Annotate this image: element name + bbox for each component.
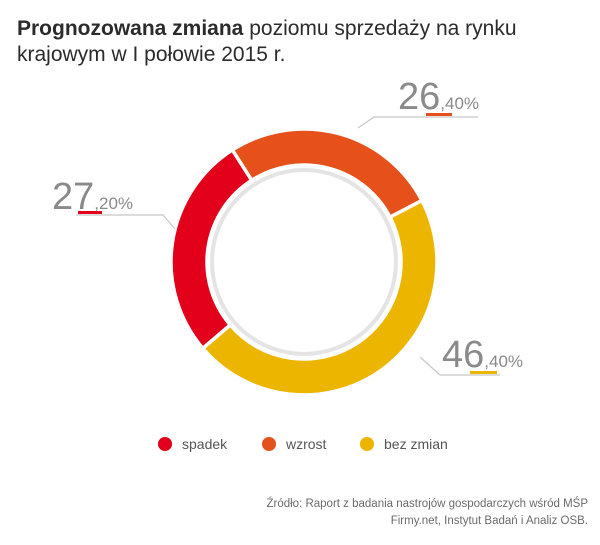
legend: spadek wzrost bez zmian	[0, 436, 600, 456]
value-int-bez-zmian: 46	[442, 334, 484, 376]
legend-label-wzrost: wzrost	[286, 436, 327, 452]
chart-title: Prognozowana zmiana poziomu sprzedaży na…	[17, 16, 537, 68]
value-label-wzrost: 26,40%	[398, 76, 479, 118]
source-line-2: Firmy.net, Instytut Badań i Analiz OSB.	[390, 515, 588, 527]
value-dec-bez-zmian: ,40%	[484, 352, 523, 371]
underline-bez-zmian	[470, 371, 497, 374]
legend-item-bez-zmian: bez zmian	[360, 436, 448, 452]
donut-inner-ring	[210, 168, 398, 356]
legend-dot-spadek	[158, 437, 172, 451]
legend-dot-wzrost	[262, 437, 276, 451]
underline-spadek	[78, 211, 102, 214]
underline-wzrost	[426, 113, 452, 116]
value-int-wzrost: 26	[398, 76, 440, 118]
value-label-bez-zmian: 46,40%	[442, 334, 523, 376]
leader-line-spadek	[76, 214, 176, 230]
donut-chart: 27,20% 26,40% 46,40%	[52, 76, 523, 397]
legend-label-spadek: spadek	[182, 436, 228, 452]
donut-slice-bez-zmian	[200, 198, 439, 397]
source-note: Źródło: Raport z badania nastrojów gospo…	[266, 496, 588, 530]
legend-item-wzrost: wzrost	[262, 436, 326, 452]
value-int-spadek: 27	[52, 176, 94, 218]
legend-label-bez-zmian: bez zmian	[384, 436, 448, 452]
chart-title-rest: poziomu sprzedaży na rynku krajowym w I …	[17, 17, 517, 66]
value-label-spadek: 27,20%	[52, 176, 133, 218]
legend-item-spadek: spadek	[158, 436, 227, 452]
value-dec-wzrost: ,40%	[440, 94, 479, 113]
leader-line-wzrost	[357, 116, 478, 129]
leader-line-bez-zmian	[419, 356, 500, 376]
chart-title-bold: Prognozowana zmiana	[17, 17, 244, 40]
legend-dot-bez-zmian	[360, 437, 374, 451]
value-dec-spadek: ,20%	[94, 194, 133, 213]
donut-slices	[169, 127, 439, 397]
source-line-1: Źródło: Raport z badania nastrojów gospo…	[266, 498, 588, 510]
